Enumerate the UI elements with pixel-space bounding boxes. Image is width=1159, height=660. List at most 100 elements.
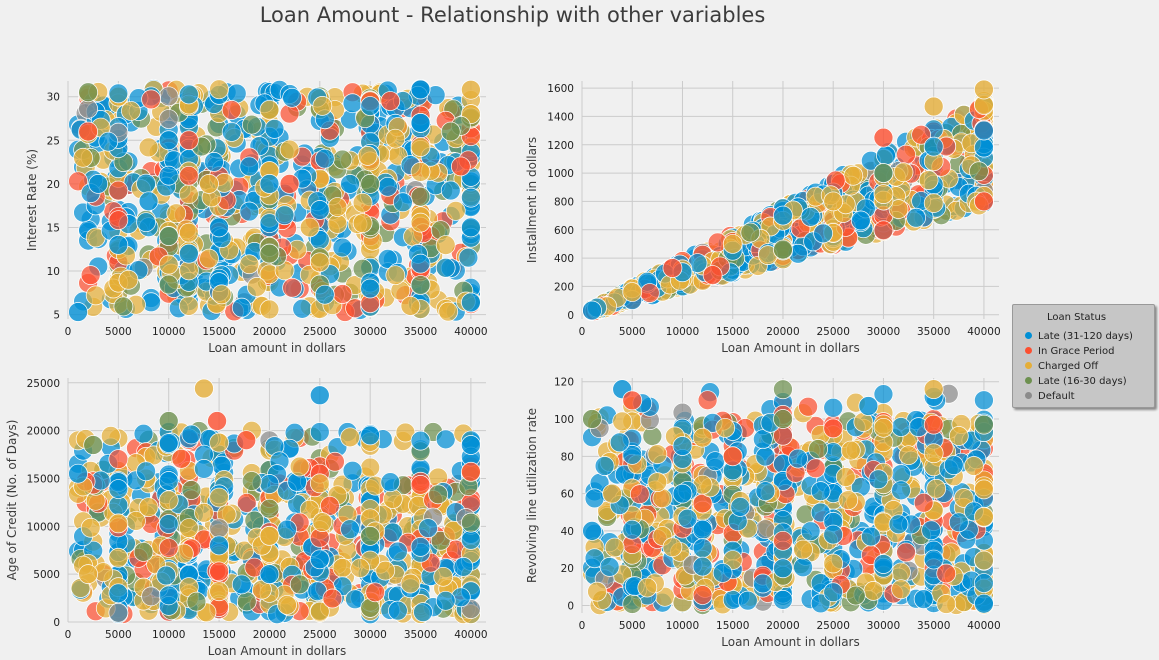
scatter-point [158,254,179,275]
scatter-point [850,210,871,231]
scatter-point [312,512,333,532]
scatter-point [158,165,179,186]
legend-label: Charged Off [1038,361,1099,372]
scatter-point [410,212,431,233]
scatter-point [410,137,431,157]
scatter-point [388,600,408,621]
scatter-point [282,87,302,108]
x-tick-label: 35000 [404,629,437,641]
scatter-point [259,498,280,519]
scatter-point [435,257,456,278]
scatter-point [461,217,481,238]
scatter-point [923,443,944,464]
scatter-point [209,217,229,238]
scatter-point [108,210,129,231]
x-tick-label: 40000 [454,629,487,641]
scatter-point [863,581,884,601]
scatter-point [873,127,894,148]
scatter-point [584,548,605,569]
scatter-point [609,432,630,453]
scatter-point [823,524,844,545]
x-tick-label: 5000 [619,326,646,338]
scatter-point [647,472,668,492]
scatter-point [231,574,252,595]
scatter-point [418,518,438,538]
x-tick-label: 25000 [817,326,850,338]
legend-label: Default [1038,391,1075,402]
scatter-point [279,139,300,160]
x-tick-label: 35000 [917,620,950,632]
y-tick-label: 80 [561,451,574,463]
scatter-point [740,222,761,243]
x-tick-label: 25000 [303,629,336,641]
scatter-point [622,390,643,411]
x-tick-label: 0 [579,326,586,338]
scatter-point [158,86,179,107]
scatter-point [702,265,723,285]
scatter-point [289,574,310,595]
scatter-point [629,484,650,504]
scatter-point [891,579,911,600]
scatter-point [868,469,889,490]
scatter-point [888,199,909,219]
scatter-point [342,93,363,114]
scatter-point [755,446,776,467]
y-axis-label: Age of Credit (No. of Days) [5,420,19,581]
scatter-point [461,292,481,313]
scatter-point [873,384,894,405]
y-tick-label: 200 [554,281,574,293]
scatter-point [236,430,257,451]
scatter-point [199,248,219,269]
scatter-point [332,558,353,578]
scatter-point [352,192,373,213]
scatter-point [194,502,214,523]
scatter-point [400,573,421,594]
scatter-point [773,239,793,260]
scatter-point [138,497,159,518]
scatter-point [410,253,431,274]
subplot-4: 0 5000 10000 15000 20000 25000 30000 35000 40000… [525,377,1001,649]
scatter-point [906,207,926,228]
scatter-point [141,89,161,110]
scatter-point [823,553,844,574]
scatter-point [179,296,199,316]
x-tick-label: 15000 [716,326,749,338]
scatter-point [773,409,793,429]
y-tick-label: 0 [53,617,60,629]
scatter-point [327,197,348,217]
scatter-point [891,480,911,501]
scatter-point [68,171,88,192]
scatter-point [277,519,297,540]
scatter-point [141,586,161,607]
scatter-point [873,163,894,183]
x-axis-label: Loan amount in dollars [208,341,346,355]
y-tick-label: 30 [47,92,60,104]
scatter-point [380,91,401,111]
y-axis-label: Revolving line utilization rate [525,408,539,583]
scatter-point [461,461,481,482]
scatter-point [179,130,199,151]
scatter-point [773,558,793,579]
subplot-2: 0 5000 10000 15000 20000 25000 30000 35000 40000… [525,79,1001,355]
scatter-point [773,205,793,226]
scatter-point [755,519,776,540]
scatter-point [692,585,713,605]
y-axis-label: Installment in dollars [525,137,539,263]
scatter-point [325,451,345,472]
scatter-point [171,448,192,469]
scatter-point [352,213,373,233]
x-tick-label: 35000 [404,326,437,338]
scatter-point [239,201,260,222]
scatter-point [259,174,280,194]
y-tick-label: 0 [567,310,574,322]
scatter-point [292,298,313,319]
x-tick-label: 25000 [303,326,336,338]
legend-item-late-16-30: Late (16-30 days) [1025,376,1127,387]
scatter-point [755,481,776,502]
scatter-point [85,285,106,306]
scatter-point [68,463,88,484]
scatter-point [692,427,713,448]
scatter-point [138,137,159,158]
scatter-point [133,542,154,562]
legend-item-in-grace-period: In Grace Period [1025,346,1114,357]
